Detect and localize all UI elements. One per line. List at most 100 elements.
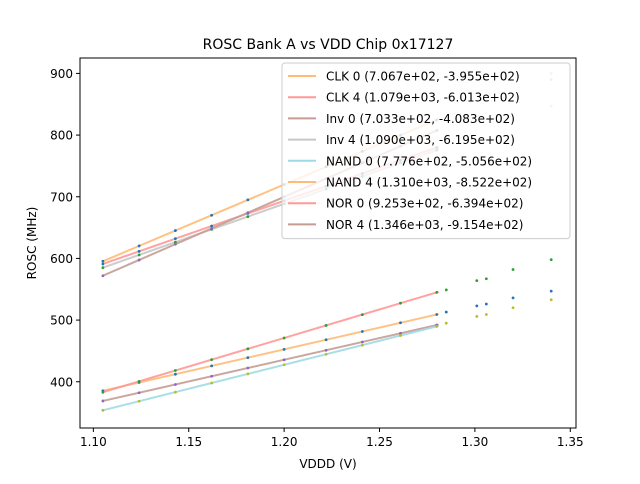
data-point	[435, 313, 439, 316]
data-point	[210, 358, 214, 362]
data-point	[549, 258, 553, 262]
data-point	[475, 279, 479, 283]
data-point	[475, 304, 479, 308]
series-line-nand-0	[102, 324, 439, 412]
data-point	[137, 391, 141, 395]
data-point	[360, 330, 364, 333]
data-point	[484, 302, 488, 306]
data-point	[246, 215, 250, 219]
data-point	[360, 343, 364, 347]
legend: CLK 0 (7.067e+02, -3.955e+02) CLK 4 (1.07…	[281, 62, 571, 240]
axes-frame	[79, 57, 577, 429]
data-point	[137, 244, 141, 248]
series-line-nor-0	[102, 290, 439, 394]
legend-label: NAND 0 (7.776e+02, -5.056e+02)	[326, 154, 532, 168]
data-point	[399, 321, 402, 325]
data-point	[444, 321, 448, 325]
data-point	[101, 274, 105, 278]
data-point	[360, 340, 364, 344]
data-point	[282, 358, 286, 362]
legend-label: NOR 0 (9.253e+02, -6.394e+02)	[326, 197, 523, 211]
data-point	[324, 352, 328, 356]
x-axis-label: VDDD (V)	[299, 457, 356, 471]
data-point	[282, 363, 286, 367]
data-point	[324, 338, 328, 342]
data-point	[511, 296, 515, 300]
data-point	[137, 253, 141, 257]
data-point	[399, 334, 402, 337]
data-point	[101, 266, 105, 270]
data-point	[137, 399, 141, 403]
chart-title: ROSC Bank A vs VDD Chip 0x17127	[203, 37, 454, 53]
x-tick-label: 1.10	[80, 435, 107, 449]
data-point	[360, 313, 364, 316]
data-point	[549, 298, 553, 302]
data-point	[173, 383, 177, 386]
data-point	[101, 399, 105, 403]
data-point	[173, 240, 177, 244]
data-point	[399, 301, 402, 305]
data-point	[210, 224, 214, 228]
x-tick-label: 1.25	[366, 435, 393, 449]
data-point	[246, 356, 250, 360]
data-point	[210, 227, 214, 230]
data-point	[101, 262, 105, 266]
data-point	[173, 229, 177, 232]
y-tick-label: 800	[50, 129, 73, 143]
data-point	[444, 288, 448, 292]
data-point	[475, 314, 479, 318]
data-point	[210, 213, 214, 217]
data-point	[282, 347, 286, 351]
data-point	[435, 325, 439, 328]
x-tick-label: 1.15	[175, 435, 202, 449]
data-point	[101, 259, 105, 263]
y-axis-label: ROSC (MHz)	[25, 207, 39, 280]
x-tick-label: 1.30	[462, 435, 489, 449]
data-point	[511, 268, 515, 271]
data-point	[101, 408, 105, 412]
legend-label: Inv 4 (1.090e+03, -6.195e+02)	[326, 133, 515, 147]
data-point	[549, 289, 553, 293]
x-tick-label: 1.35	[557, 435, 584, 449]
y-tick-label: 500	[50, 314, 73, 328]
data-point	[246, 347, 250, 351]
data-point	[324, 324, 328, 327]
y-tick-label: 600	[50, 252, 73, 266]
data-point	[210, 364, 214, 368]
y-tick-label: 700	[50, 190, 73, 204]
data-point	[282, 336, 286, 340]
legend-label: CLK 0 (7.067e+02, -3.955e+02)	[326, 70, 520, 84]
data-point	[173, 369, 177, 372]
data-point	[399, 331, 402, 335]
legend-label: CLK 4 (1.079e+03, -6.013e+02)	[326, 91, 520, 105]
data-point	[137, 379, 141, 383]
data-point	[246, 372, 250, 376]
data-point	[173, 242, 177, 246]
legend-label: NOR 4 (1.346e+03, -9.154e+02)	[326, 218, 523, 232]
legend-box	[281, 62, 571, 240]
data-point	[511, 306, 515, 310]
legend-label: NAND 4 (1.310e+03, -8.522e+02)	[326, 176, 532, 190]
data-point	[210, 381, 214, 385]
x-axis: 1.10 1.15 1.20 1.25 1.30 1.35	[80, 428, 584, 449]
data-point	[435, 290, 439, 294]
y-tick-label: 400	[50, 375, 73, 389]
series-line-inv-0	[102, 323, 439, 402]
data-point	[137, 249, 141, 253]
data-point	[324, 348, 328, 352]
data-point	[246, 198, 250, 202]
data-point	[246, 211, 250, 215]
series-line-clk-0	[102, 313, 439, 392]
data-point	[484, 277, 488, 281]
data-point	[173, 390, 177, 394]
data-point	[173, 237, 177, 241]
data-point	[484, 313, 488, 316]
data-point	[101, 390, 105, 394]
legend-label: Inv 0 (7.033e+02, -4.083e+02)	[326, 112, 515, 126]
data-point	[444, 310, 448, 314]
data-point	[137, 258, 141, 262]
data-point	[246, 366, 250, 370]
data-point	[210, 374, 214, 378]
data-point	[173, 372, 177, 376]
